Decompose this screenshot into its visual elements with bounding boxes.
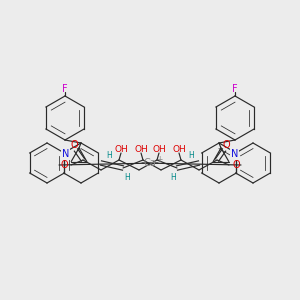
Text: O: O — [222, 140, 230, 150]
Text: N: N — [61, 149, 69, 159]
Text: F: F — [232, 84, 238, 94]
Text: O: O — [60, 160, 68, 170]
Text: OH: OH — [152, 145, 166, 154]
Text: OH: OH — [134, 145, 148, 154]
Text: H: H — [106, 151, 112, 160]
Text: O: O — [232, 160, 240, 170]
Text: F: F — [62, 84, 68, 94]
Text: Ca: Ca — [144, 158, 156, 168]
Text: N: N — [231, 149, 238, 159]
Text: H: H — [170, 173, 176, 182]
Text: +: + — [156, 154, 162, 164]
Text: H: H — [188, 151, 194, 160]
Text: OH: OH — [172, 145, 186, 154]
Text: H: H — [124, 173, 130, 182]
Text: O: O — [70, 140, 78, 150]
Text: OH: OH — [114, 145, 128, 154]
